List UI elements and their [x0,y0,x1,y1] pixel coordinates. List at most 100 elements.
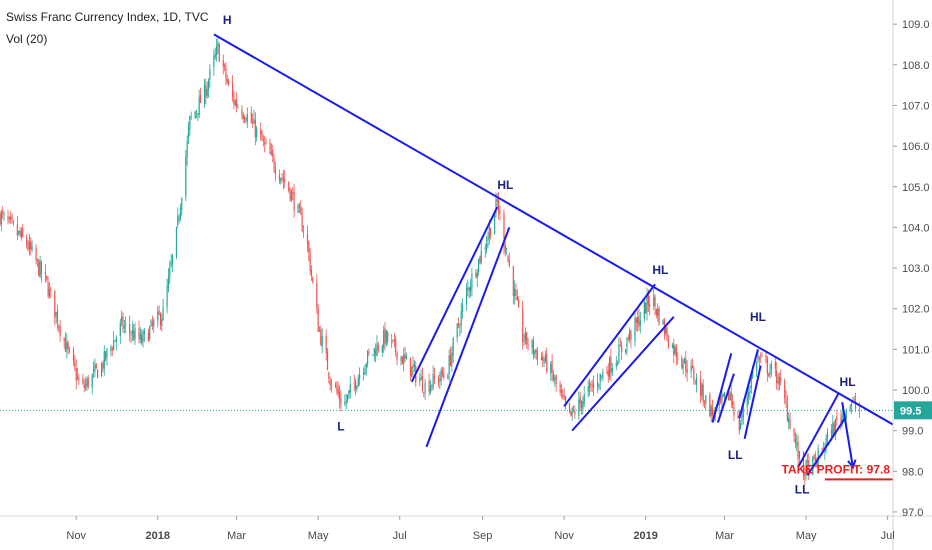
candle-body [213,56,215,68]
candle-body [451,352,453,367]
candle-body [40,261,43,275]
candle-body [197,113,199,114]
candle-body [138,328,140,339]
candle-body [503,212,505,246]
candle-body [393,339,395,341]
candle-body [7,215,9,221]
candle-body [233,96,235,104]
candle-body [673,343,675,356]
candle-body [375,349,377,357]
volume-indicator-label[interactable]: Vol (20) [6,32,47,46]
candle-body [522,307,524,343]
candle-body [703,403,706,404]
candle-body [377,345,379,350]
drawings [0,33,894,481]
candle-body [607,370,609,377]
candle-body [685,358,687,371]
take-profit-label: TAKE PROFIT: 97.8 [782,462,891,476]
candle-body [710,406,712,416]
candle-body [260,129,262,135]
candle-body [761,355,763,357]
candle-body [64,339,67,352]
pivot-label-ll: LL [795,483,810,497]
candle-body [281,177,283,179]
candle-body [523,340,525,342]
candle-body [365,363,367,368]
candle-body [738,414,740,431]
candle-body [153,320,155,327]
candle-body [733,406,735,416]
candle-body [711,407,714,416]
candle-body [477,258,480,273]
candle-body [264,142,266,144]
candle-body [348,390,350,395]
y-tick-label: 106.0 [902,141,930,153]
candle-body [750,376,752,389]
candle-body [443,374,445,378]
candle-body [834,418,837,435]
candle-body [432,373,434,389]
candle-body [610,356,612,373]
candle-body [385,330,387,344]
channel-line [571,316,675,432]
candle-body [723,392,726,397]
candle-body [113,340,115,351]
y-tick-label: 105.0 [902,182,930,194]
candle-body [449,354,452,366]
candle-body [161,319,163,326]
candle-body [496,199,498,202]
candle-body [409,357,412,376]
candle-body [634,318,636,342]
candle-body [654,296,656,307]
candle-body [599,373,601,383]
candle-body [677,358,679,360]
candle-body [241,109,243,117]
pivot-label-hl: HL [840,375,856,389]
candle-body [321,336,323,347]
candle-body [833,423,835,434]
candle-body [806,460,809,462]
candle-body [298,204,301,209]
candle-body [111,348,113,350]
x-tick-label: May [308,530,329,542]
candle-body [364,368,366,375]
candle-body [278,174,280,181]
candle-body [142,332,144,342]
candle-body [203,84,206,105]
y-tick-label: 97.0 [902,507,923,519]
candle-body [125,324,127,325]
candle-body [59,326,61,336]
candle-body [95,363,97,369]
candle-body [814,457,817,461]
candle-body [86,378,88,387]
candle-body [551,361,553,374]
candle-body [683,357,686,364]
candle-body [363,372,365,375]
candle-body [177,216,179,226]
candle-body [777,381,779,383]
candle-body [205,85,207,98]
candle-body [292,192,294,194]
candle-body [555,375,557,385]
candle-body [242,115,244,119]
candle-body [756,362,758,371]
candle-body [288,181,290,191]
candle-body [776,370,778,384]
candle-body [722,394,724,396]
candle-body [237,107,239,108]
candle-body [302,231,305,233]
last-price-label: 99.5 [900,405,921,417]
candle-body [151,322,153,325]
pivot-label-hl: HL [497,178,513,192]
candle-body [76,376,79,379]
candle-body [147,332,149,342]
candle-body [20,230,22,238]
candle-body [384,328,386,344]
candle-body [484,247,486,250]
candle-body [222,60,224,67]
candle-body [129,324,131,333]
channel-line [806,417,846,476]
candle-body [133,331,135,341]
candle-body [727,391,730,401]
